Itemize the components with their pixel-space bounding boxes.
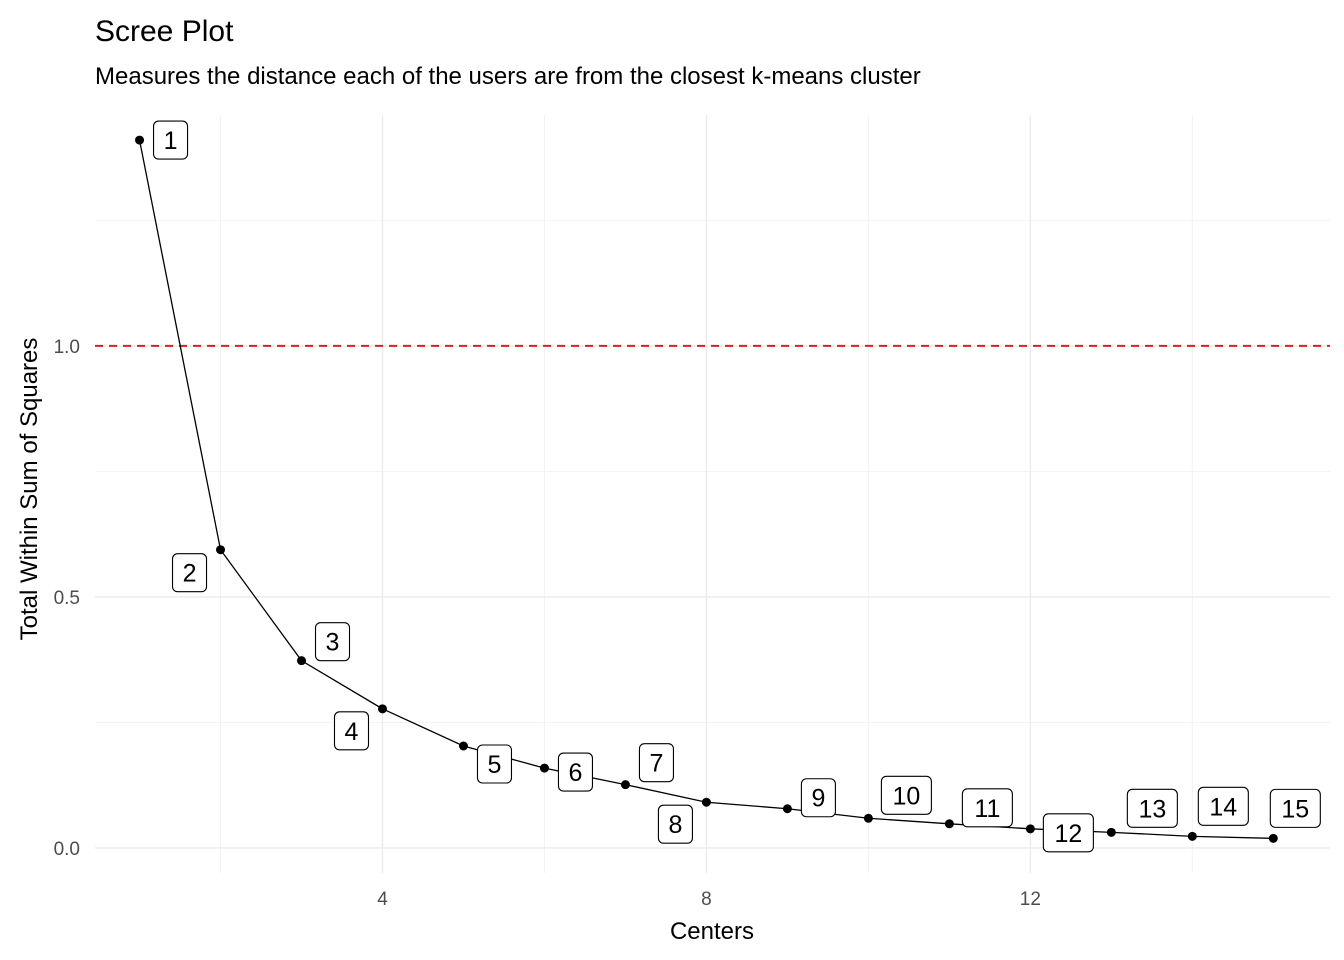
minor-gridlines — [95, 115, 1330, 873]
data-point — [1106, 827, 1116, 837]
svg-text:2: 2 — [183, 560, 197, 588]
data-point — [216, 545, 226, 555]
svg-text:14: 14 — [1209, 793, 1237, 821]
data-point — [1025, 824, 1035, 834]
svg-text:8: 8 — [668, 811, 682, 839]
point-label: 11 — [961, 788, 1013, 828]
y-axis-ticks: 0.0 0.5 1.0 — [54, 337, 80, 860]
point-label: 6 — [557, 752, 594, 792]
data-point — [377, 704, 387, 714]
point-label: 3 — [314, 622, 351, 662]
x-axis-ticks: 4 8 12 — [377, 889, 1041, 910]
svg-text:13: 13 — [1138, 795, 1166, 823]
point-label: 13 — [1126, 788, 1178, 828]
y-tick-label: 1.0 — [54, 337, 80, 358]
y-tick-label: 0.0 — [54, 839, 80, 860]
svg-text:7: 7 — [649, 750, 663, 778]
point-label: 2 — [171, 553, 208, 593]
x-axis-title: Centers — [670, 918, 754, 945]
point-label: 15 — [1269, 788, 1321, 828]
point-label: 8 — [657, 804, 693, 844]
data-point — [135, 135, 145, 145]
major-gridlines — [95, 115, 1330, 873]
svg-text:5: 5 — [488, 751, 502, 779]
svg-text:1: 1 — [164, 127, 178, 155]
svg-text:4: 4 — [345, 718, 359, 746]
point-label: 4 — [333, 711, 370, 751]
x-tick-label: 12 — [1020, 889, 1041, 910]
data-point — [782, 804, 792, 814]
data-point — [458, 741, 468, 751]
point-label: 10 — [880, 775, 932, 815]
data-point — [297, 656, 307, 666]
data-point — [944, 819, 954, 829]
y-axis-title: Total Within Sum of Squares — [16, 338, 43, 641]
svg-text:15: 15 — [1281, 795, 1309, 823]
x-tick-label: 4 — [377, 889, 388, 910]
data-point — [620, 780, 630, 790]
svg-text:9: 9 — [811, 785, 825, 813]
point-label: 9 — [800, 778, 836, 818]
data-point — [1268, 833, 1278, 843]
point-label: 5 — [476, 744, 513, 784]
x-tick-label: 8 — [701, 889, 712, 910]
svg-text:10: 10 — [892, 782, 920, 810]
point-label: 14 — [1197, 786, 1249, 826]
data-point — [863, 813, 873, 823]
data-point — [701, 797, 711, 807]
data-points — [135, 135, 1278, 843]
svg-text:6: 6 — [569, 759, 583, 787]
chart-subtitle: Measures the distance each of the users … — [95, 63, 921, 90]
data-point — [539, 763, 549, 773]
point-label: 7 — [638, 743, 674, 783]
svg-text:3: 3 — [326, 629, 340, 657]
svg-text:12: 12 — [1054, 820, 1082, 848]
point-label: 12 — [1042, 813, 1094, 853]
chart-title: Scree Plot — [95, 15, 234, 48]
svg-text:11: 11 — [974, 795, 1000, 823]
data-point — [1187, 831, 1197, 841]
point-label: 1 — [152, 120, 189, 160]
y-tick-label: 0.5 — [54, 588, 80, 609]
